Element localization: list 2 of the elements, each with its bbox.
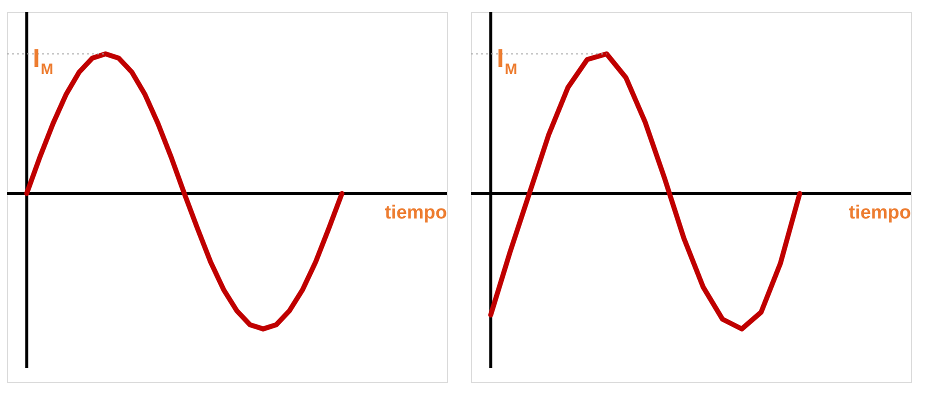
x-axis-title: tiempo: [384, 202, 447, 224]
x-axis-title: tiempo: [848, 202, 911, 224]
